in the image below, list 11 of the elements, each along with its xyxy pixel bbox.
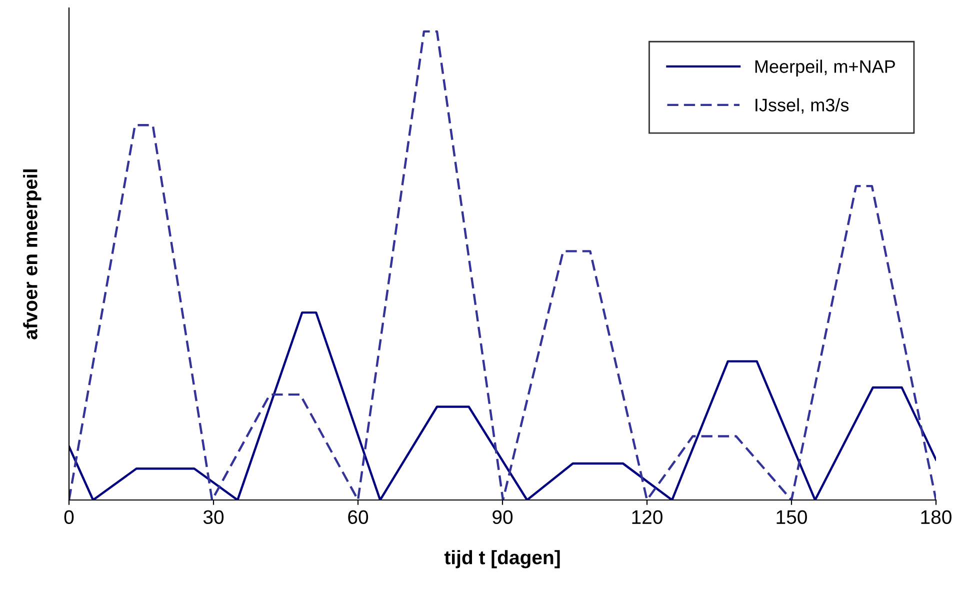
x-tick-label: 60 (348, 510, 368, 524)
x-tick-label: 0 (64, 510, 74, 524)
x-axis-title: tijd t [dagen] (444, 550, 560, 568)
legend-label: Meerpeil, m+NAP (755, 60, 895, 77)
x-tick-label: 120 (632, 510, 662, 524)
x-tick-label: 150 (776, 510, 807, 524)
x-tick-label: 90 (492, 510, 513, 524)
x-tick-label: 30 (203, 510, 224, 524)
legend-label: IJssel, m3/s (756, 98, 849, 114)
y-axis-title: afvoer en meerpeil (23, 169, 42, 340)
x-tick-label: 180 (921, 510, 952, 524)
